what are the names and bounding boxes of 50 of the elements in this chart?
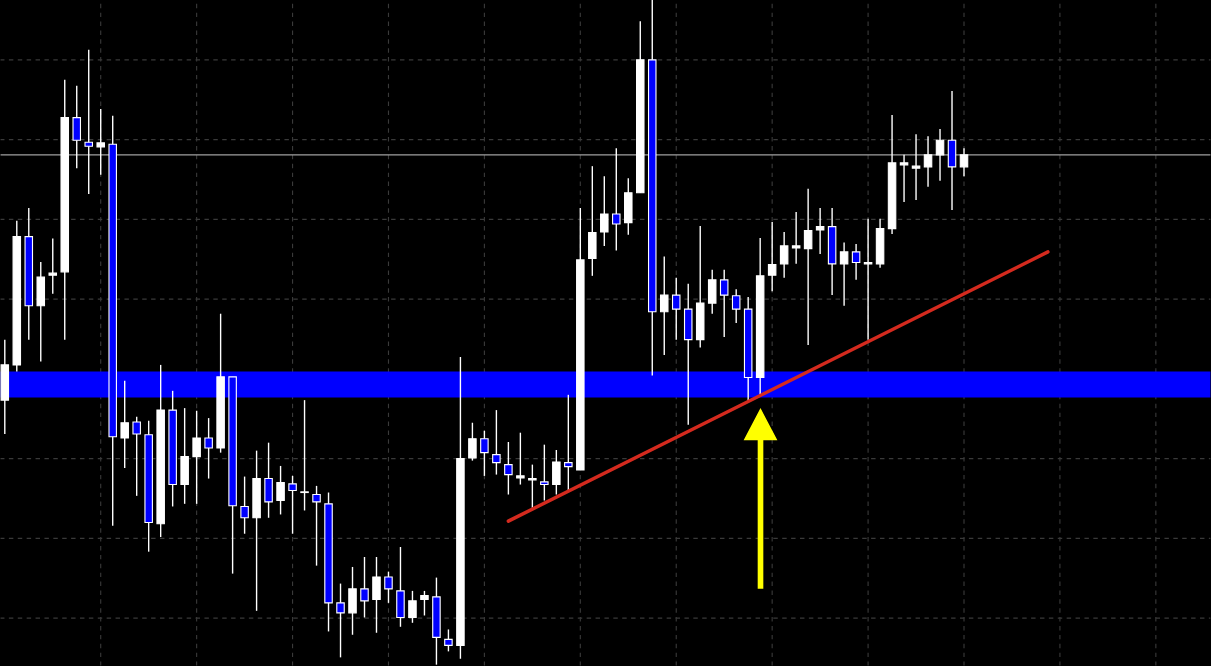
candlestick bbox=[959, 147, 969, 177]
candlestick bbox=[264, 441, 273, 519]
candlestick bbox=[468, 422, 477, 462]
candlestick bbox=[444, 628, 453, 653]
candlestick bbox=[192, 410, 201, 505]
candlestick bbox=[839, 241, 849, 307]
candlestick bbox=[420, 590, 429, 617]
candlestick bbox=[791, 211, 801, 265]
candlestick bbox=[492, 409, 501, 476]
candlestick bbox=[384, 570, 393, 604]
candlestick bbox=[240, 475, 249, 535]
candlestick bbox=[779, 231, 789, 279]
candlestick bbox=[923, 135, 933, 188]
candlestick bbox=[863, 217, 873, 341]
candlestick bbox=[504, 441, 513, 496]
candlestick bbox=[84, 49, 93, 195]
candlestick bbox=[516, 432, 525, 486]
candlestick bbox=[312, 485, 321, 567]
candlestick bbox=[719, 269, 729, 338]
candlestick bbox=[528, 463, 537, 509]
candlestick bbox=[671, 277, 681, 341]
candlestick bbox=[72, 85, 82, 169]
candlestick bbox=[851, 243, 861, 281]
candlestick bbox=[552, 449, 561, 496]
candlestick bbox=[336, 582, 345, 659]
candlestick bbox=[288, 475, 297, 535]
candlestick bbox=[204, 417, 213, 480]
candlestick bbox=[132, 416, 141, 497]
candlestick bbox=[600, 175, 609, 247]
candlestick bbox=[348, 566, 357, 636]
candlestick bbox=[767, 221, 777, 292]
candlestick bbox=[300, 399, 309, 512]
candlestick bbox=[96, 108, 105, 176]
candlestick bbox=[480, 430, 489, 477]
candlestick bbox=[803, 188, 813, 346]
candlestick bbox=[659, 255, 669, 356]
candlestick bbox=[731, 288, 741, 324]
candlestick bbox=[612, 147, 621, 252]
candlestick bbox=[120, 380, 129, 469]
candlestick bbox=[911, 133, 921, 201]
candlestick bbox=[707, 269, 717, 315]
candlestick bbox=[360, 556, 369, 619]
candlestick bbox=[408, 590, 417, 624]
candlestick bbox=[48, 237, 58, 295]
candlestick bbox=[935, 128, 945, 182]
candlestick bbox=[815, 207, 825, 255]
candlestick bbox=[899, 154, 909, 203]
candlestick bbox=[372, 556, 381, 634]
candlestick bbox=[540, 443, 549, 502]
candlestick bbox=[276, 465, 285, 516]
